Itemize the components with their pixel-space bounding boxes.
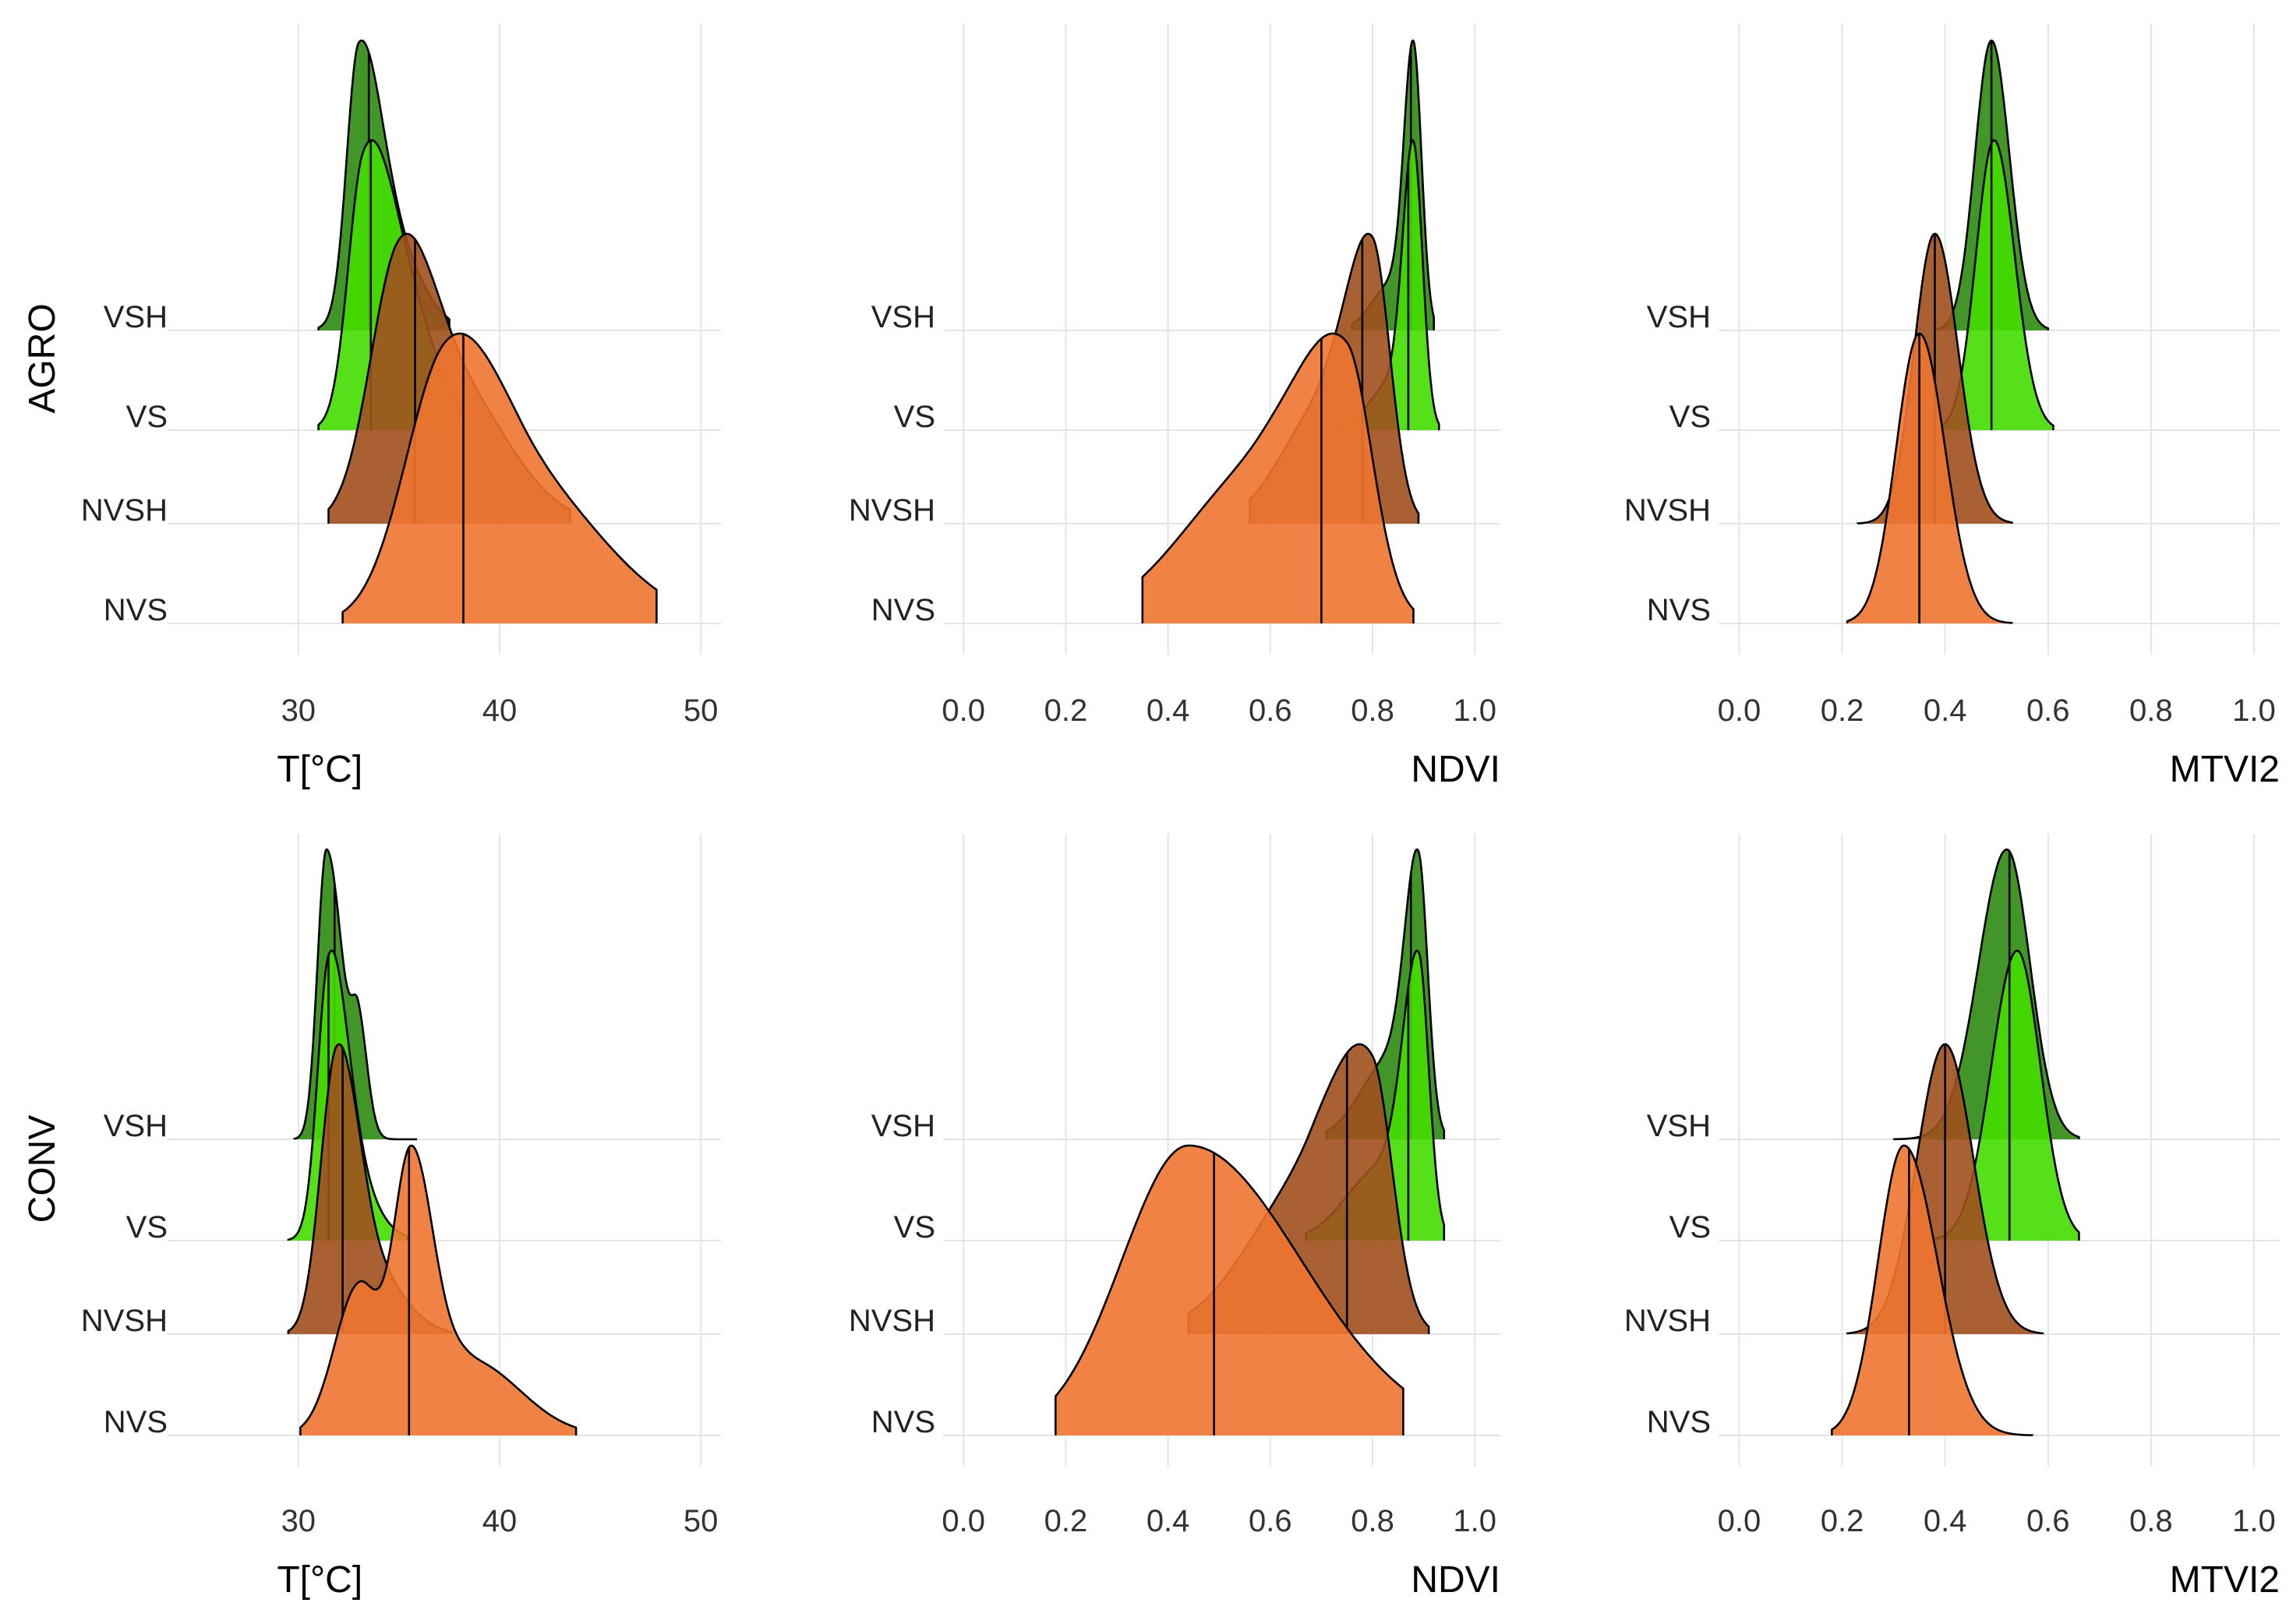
category-label-nvs: NVS xyxy=(104,593,168,627)
category-label-vsh: VSH xyxy=(871,300,935,334)
category-label-nvsh: NVSH xyxy=(81,1304,168,1338)
panel-agro-tc: NVS NVSH VS VSH 30 40 50 T[°C] xyxy=(81,23,721,790)
category-label-vsh: VSH xyxy=(1647,1109,1711,1143)
category-label-nvs: NVS xyxy=(871,593,935,627)
panel-agro-ndvi: NVS NVSH VS VSH 0.0 0.2 0.4 0.6 0.8 1.0 NDVI xyxy=(849,23,1500,790)
ridge-nvs xyxy=(341,332,658,623)
x-tick-label: 0.8 xyxy=(1351,1504,1394,1538)
category-label-vs: VS xyxy=(126,1210,168,1244)
category-label-nvs: NVS xyxy=(104,1405,168,1439)
x-tick-label: 40 xyxy=(482,1504,518,1538)
x-axis-label: NDVI xyxy=(1411,1559,1500,1601)
category-label-nvs: NVS xyxy=(1647,1405,1711,1439)
category-label-vsh: VSH xyxy=(871,1109,935,1143)
category-label-vs: VS xyxy=(894,400,935,434)
category-label-vs: VS xyxy=(1669,400,1711,434)
x-tick-label: 1.0 xyxy=(1453,694,1496,728)
x-tick-label: 0.4 xyxy=(1924,694,1967,728)
row-label-conv: CONV xyxy=(22,1115,63,1223)
panel-conv-ndvi: NVS NVSH VS VSH 0.0 0.2 0.4 0.6 0.8 1.0 NDVI xyxy=(849,834,1500,1601)
category-label-nvs: NVS xyxy=(871,1405,935,1439)
x-tick-label: 0.6 xyxy=(2026,1504,2070,1538)
x-tick-label: 0.8 xyxy=(2129,1504,2173,1538)
x-tick-label: 0.0 xyxy=(942,694,985,728)
x-axis-label: T[°C] xyxy=(277,1559,362,1601)
row-label-agro: AGRO xyxy=(22,303,63,413)
x-tick-label: 1.0 xyxy=(1453,1504,1496,1538)
ridge-nvs xyxy=(1141,332,1415,623)
x-tick-label: 0.4 xyxy=(1146,694,1190,728)
panel-agro-mtvi2: NVS NVSH VS VSH 0.0 0.2 0.4 0.6 0.8 1.0 MTVI2 xyxy=(1624,23,2280,790)
panel-conv-tc: NVS NVSH VS VSH 30 40 50 T[°C] xyxy=(81,834,721,1601)
x-axis-label: MTVI2 xyxy=(2170,749,2280,790)
category-label-vsh: VSH xyxy=(104,300,168,334)
x-axis-label: MTVI2 xyxy=(2170,1559,2280,1601)
category-label-vs: VS xyxy=(126,400,168,434)
x-tick-label: 30 xyxy=(281,1504,316,1538)
x-tick-label: 0.0 xyxy=(1718,1504,1761,1538)
x-tick-label: 0.6 xyxy=(2026,694,2070,728)
x-tick-label: 1.0 xyxy=(2232,1504,2276,1538)
category-label-nvs: NVS xyxy=(1647,593,1711,627)
ridge-nvs xyxy=(299,1144,578,1435)
x-tick-label: 0.2 xyxy=(1821,1504,1864,1538)
category-label-vsh: VSH xyxy=(104,1109,168,1143)
category-label-vsh: VSH xyxy=(1647,300,1711,334)
category-label-nvsh: NVSH xyxy=(849,1304,935,1338)
category-label-vs: VS xyxy=(1669,1210,1711,1244)
ridge-nvs xyxy=(1831,1144,2034,1437)
x-axis-label: T[°C] xyxy=(277,749,362,790)
ridge-nvs xyxy=(1055,1144,1404,1435)
category-label-nvsh: NVSH xyxy=(849,493,935,528)
x-tick-label: 30 xyxy=(281,694,316,728)
category-label-nvsh: NVSH xyxy=(1624,493,1711,528)
category-label-nvsh: NVSH xyxy=(81,493,168,528)
x-tick-label: 0.6 xyxy=(1249,694,1292,728)
x-tick-label: 0.8 xyxy=(2129,694,2173,728)
x-tick-label: 0.8 xyxy=(1351,694,1394,728)
x-tick-label: 0.2 xyxy=(1044,694,1088,728)
x-tick-label: 0.0 xyxy=(942,1504,985,1538)
category-label-vs: VS xyxy=(894,1210,935,1244)
category-label-nvsh: NVSH xyxy=(1624,1304,1711,1338)
x-tick-label: 1.0 xyxy=(2232,694,2276,728)
panel-conv-mtvi2: NVS NVSH VS VSH 0.0 0.2 0.4 0.6 0.8 1.0 MTVI2 xyxy=(1624,834,2280,1601)
x-axis-label: NDVI xyxy=(1411,749,1500,790)
x-tick-label: 0.2 xyxy=(1821,694,1864,728)
ridge-nvs xyxy=(1846,332,2013,624)
x-tick-label: 0.4 xyxy=(1924,1504,1967,1538)
x-tick-label: 0.6 xyxy=(1249,1504,1292,1538)
x-tick-label: 0.0 xyxy=(1718,694,1761,728)
x-tick-label: 0.4 xyxy=(1146,1504,1190,1538)
x-tick-label: 50 xyxy=(684,694,719,728)
x-tick-label: 40 xyxy=(482,694,518,728)
x-tick-label: 0.2 xyxy=(1044,1504,1088,1538)
x-tick-label: 50 xyxy=(684,1504,719,1538)
